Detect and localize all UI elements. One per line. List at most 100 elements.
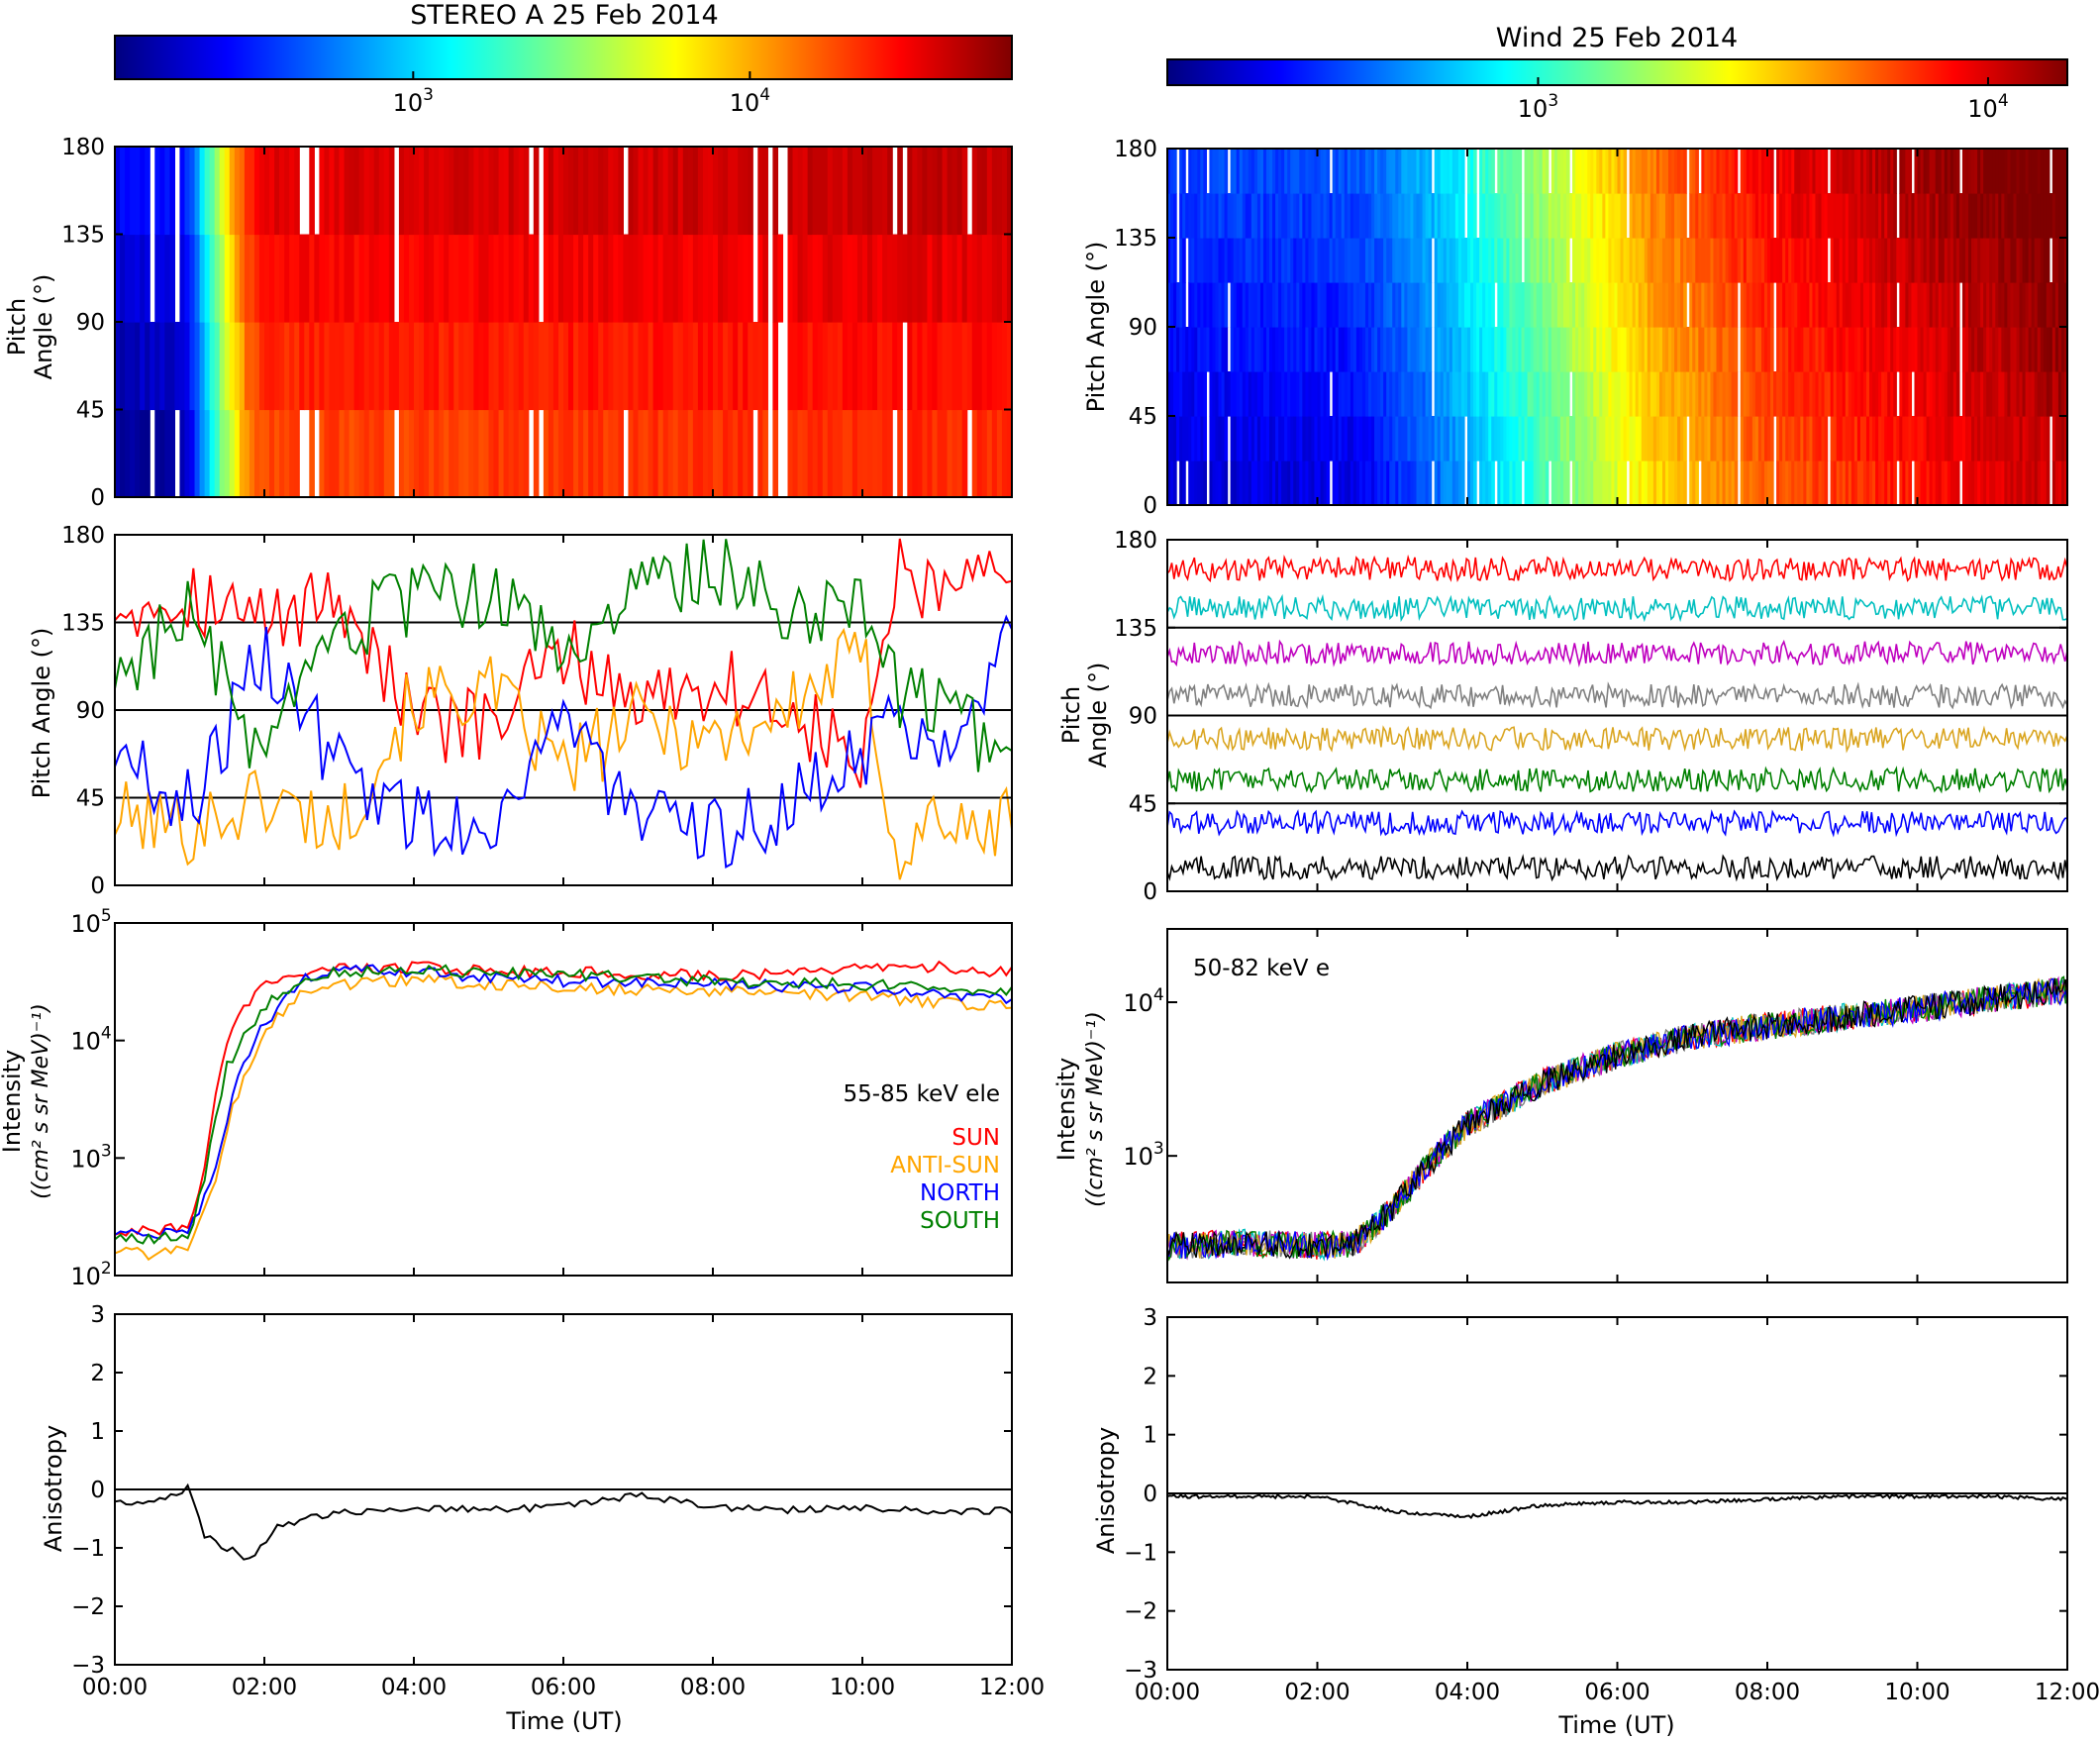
wind-spectrogram-cell	[1770, 193, 1774, 239]
wind-spectrogram-cell	[1479, 149, 1483, 194]
wind-spectrogram-cell	[1364, 282, 1369, 328]
wind-spectrogram-cell	[1245, 327, 1250, 372]
wind-spectrogram-cell	[1743, 238, 1748, 283]
wind-spectrogram-cell	[1968, 327, 1972, 372]
stereo-spectrogram-cell	[991, 322, 998, 411]
wind-spectrogram-cell	[1905, 238, 1910, 283]
wind-spectrogram-cell	[1776, 193, 1780, 239]
wind-spectrogram-cell	[2046, 282, 2050, 328]
wind-spectrogram-cell	[1763, 149, 1768, 194]
wind-spectrogram-cell	[1661, 461, 1666, 506]
wind-spectrogram-cell	[1404, 193, 1408, 239]
wind-spectrogram-cell	[1788, 416, 1792, 461]
wind-spectrogram-cell	[1782, 327, 1786, 372]
stereo-spectrogram-cell	[976, 409, 983, 498]
wind-spectrogram-cell	[1575, 416, 1579, 461]
wind-spectrogram-cell	[1917, 327, 1922, 372]
wind-spectrogram-cell	[1416, 193, 1421, 239]
wind-spectrogram-cell	[1800, 238, 1804, 283]
wind-spectrogram-cell	[1575, 282, 1579, 328]
wind-spectrogram-cell	[1917, 149, 1922, 194]
wind-spectrogram-cell	[1245, 416, 1250, 461]
wind-spectrogram-cell	[1296, 371, 1300, 417]
stereo-spectrogram-cell	[942, 322, 949, 411]
stereo-spectrogram-cell	[583, 409, 589, 498]
wind-spectrogram-cell	[1932, 282, 1937, 328]
wind-spectrogram-cell	[2049, 282, 2053, 328]
wind-spectrogram-cell	[1629, 193, 1634, 239]
wind-spectrogram-cell	[1233, 416, 1238, 461]
wind-spectrogram-cell	[1278, 149, 1282, 194]
wind-spectrogram-cell	[2031, 416, 2036, 461]
wind-spectrogram-cell	[1658, 461, 1663, 506]
wind-spectrogram-cell	[1680, 282, 1684, 328]
stereo-spectrogram-cell	[383, 409, 390, 498]
wind-spectrogram-cell	[1664, 282, 1669, 328]
stereo-spectrogram-cell	[358, 147, 365, 236]
wind-spectrogram-cell	[1173, 461, 1177, 506]
stereo-spectrogram-cell	[373, 234, 380, 323]
stereo-spectrogram-cell	[249, 322, 255, 411]
wind-spectrogram-cell	[1542, 149, 1547, 194]
wind-spectrogram-cell	[1914, 238, 1919, 283]
wind-spectrogram-cell	[2057, 371, 2062, 417]
wind-spectrogram-cell	[1658, 327, 1663, 372]
wind-spectrogram-cell	[1923, 416, 1928, 461]
stereo-spectrogram-cell	[643, 322, 650, 411]
stereo-anisotropy-ytick-label: −3	[71, 1653, 105, 1679]
stereo-spectrogram-cell	[398, 409, 405, 498]
wind-spectrogram-cell	[1611, 327, 1616, 372]
wind-spectrogram-cell	[2063, 282, 2068, 328]
stereo-spectrogram-cell	[986, 234, 993, 323]
wind-spectrogram-cell	[1701, 282, 1705, 328]
wind-spectrogram-cell	[1194, 193, 1198, 239]
wind-spectrogram-cell	[1797, 327, 1801, 372]
wind-spectrogram-cell	[1473, 193, 1477, 239]
wind-spectrogram-cell	[1233, 149, 1238, 194]
wind-anisotropy-ytick-label: 1	[1143, 1423, 1157, 1449]
wind-spectrogram-cell	[2010, 327, 2015, 372]
stereo-spectrogram-cell	[932, 147, 939, 236]
wind-spectrogram-cell	[1707, 149, 1712, 194]
wind-spectrogram-cell	[1952, 238, 1957, 283]
wind-spectrogram-cell	[1470, 416, 1474, 461]
stereo-spectrogram-cell	[368, 234, 375, 323]
stereo-spectrogram-cell	[613, 322, 619, 411]
stereo-spectrogram-cell	[488, 147, 495, 236]
stereo-spectrogram-cell	[533, 409, 540, 498]
wind-spectrogram-cell	[1572, 371, 1576, 417]
wind-spectrogram-cell	[1253, 416, 1258, 461]
wind-spectrogram-cell	[2051, 238, 2056, 283]
wind-spectrogram-cell	[1443, 193, 1448, 239]
wind-spectrogram-cell	[1839, 371, 1844, 417]
wind-spectrogram-cell	[1740, 416, 1745, 461]
wind-spectrogram-cell	[1308, 238, 1313, 283]
wind-spectrogram-cell	[1326, 238, 1331, 283]
stereo-spectrogram-cell	[503, 322, 510, 411]
wind-spectrogram-cell	[1236, 461, 1241, 506]
wind-spectrogram-cell	[1701, 371, 1705, 417]
wind-spectrogram-cell	[1449, 371, 1453, 417]
wind-spectrogram-cell	[1185, 371, 1189, 417]
stereo-spectrogram-cell	[882, 147, 888, 236]
wind-spectrogram-cell	[1848, 149, 1852, 194]
wind-spectrogram-cell	[1476, 282, 1480, 328]
wind-spectrogram-cell	[1584, 327, 1588, 372]
wind-spectrogram-cell	[1977, 371, 1981, 417]
stereo-spectrogram-cell	[403, 147, 410, 236]
stereo-spectrogram-cell	[832, 234, 839, 323]
wind-spectrogram-cell	[1326, 149, 1331, 194]
wind-spectrogram-cell	[1920, 282, 1925, 328]
wind-spectrogram-cell	[1374, 282, 1378, 328]
wind-spectrogram-cell	[1548, 282, 1552, 328]
wind-spectrogram-cell	[1410, 327, 1415, 372]
wind-spectrogram-cell	[1320, 371, 1325, 417]
wind-spectrogram-cell	[2028, 282, 2033, 328]
wind-spectrogram-cell	[1305, 461, 1310, 506]
wind-spectrogram-cell	[2028, 327, 2033, 372]
wind-spectrogram-cell	[1797, 149, 1801, 194]
wind-spectrogram-cell	[1364, 371, 1369, 417]
stereo-spectrogram-cell	[638, 409, 645, 498]
wind-spectrogram-cell	[1533, 193, 1538, 239]
